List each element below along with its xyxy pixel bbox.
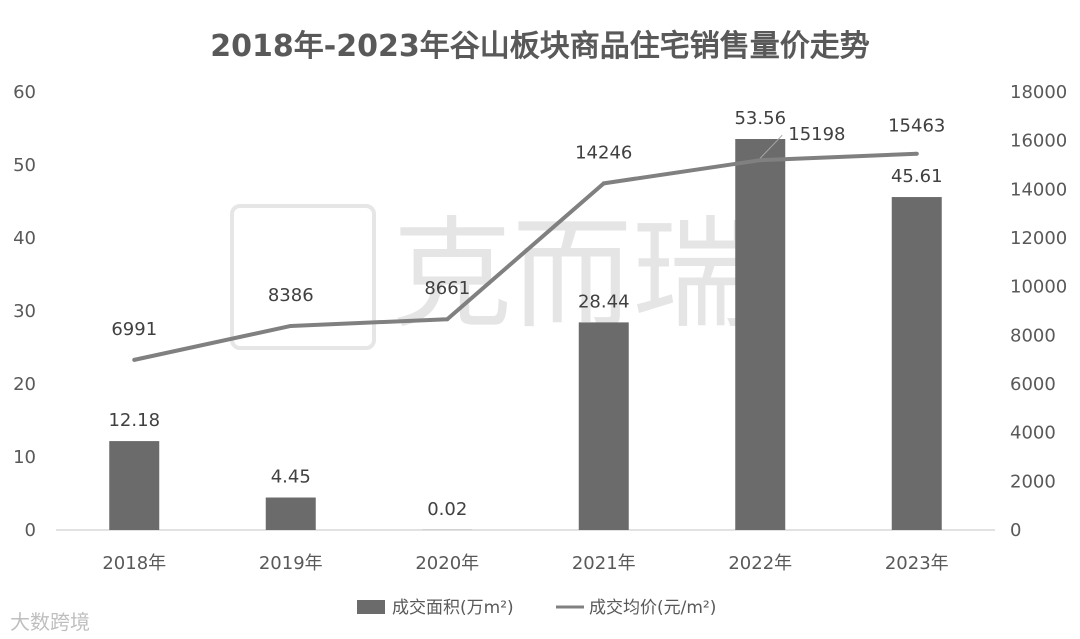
price-line [132,151,919,362]
bar-data-label: 12.18 [108,410,160,431]
line-point [445,317,450,322]
line-data-label: 15463 [888,116,945,137]
line-point [601,181,606,186]
bar-data-label: 28.44 [578,291,630,312]
watermark-brand: 克而瑞 [392,206,752,345]
x-tick-label: 2018年 [102,553,166,574]
y-right-tick-label: 16000 [1010,131,1067,152]
bar [891,197,942,530]
chart-title: 2018年-2023年谷山板块商品住宅销售量价走势 [210,29,869,64]
y-right-tick-label: 10000 [1010,277,1067,298]
bar [735,139,786,530]
watermark-source: 大数跨境 [10,610,90,634]
legend-label-line: 成交均价(元/m²) [589,598,716,618]
x-tick-label: 2020年 [415,553,479,574]
line-data-label: 15198 [788,124,845,145]
line-point [914,151,919,156]
bars [109,139,942,530]
line-label-leader [759,134,783,159]
y-right-tick-label: 4000 [1010,423,1056,444]
line-point [758,158,763,163]
x-tick-label: 2022年 [728,553,792,574]
watermark: 克而瑞 [230,204,752,350]
line-point [132,357,137,362]
bar [265,497,316,530]
y-right-tick-label: 8000 [1010,325,1056,346]
y-left-tick-label: 60 [13,82,36,103]
data-labels: 12.18 4.45 0.02 28.44 53.56 45.61 6991 8386 8661… [108,108,945,520]
line-data-label: 14246 [575,142,632,163]
y-right-tick-label: 12000 [1010,228,1067,249]
y-left-tick-label: 20 [13,374,36,395]
y-left-tick-label: 30 [13,301,36,322]
y-right-tick-label: 2000 [1010,471,1056,492]
bar-data-label: 4.45 [271,467,311,488]
y-left-tick-label: 50 [13,155,36,176]
y-right-tick-label: 14000 [1010,179,1067,200]
line-data-label: 8661 [424,278,470,299]
line-data-label: 6991 [111,319,157,340]
x-tick-label: 2021年 [572,553,636,574]
line-data-label: 8386 [268,285,314,306]
line-point [288,323,293,328]
y-left-tick-label: 0 [25,520,36,541]
y-right-tick-label: 0 [1010,520,1021,541]
y-left-tick-label: 40 [13,228,36,249]
bar [109,441,160,530]
series-line [133,151,917,362]
x-tick-label: 2019年 [259,553,323,574]
bar-data-label: 45.61 [891,166,943,187]
y-right-tick-label: 18000 [1010,82,1067,103]
bar-data-label: 53.56 [734,108,786,129]
legend-swatch-bar [357,600,385,614]
y-right-tick-label: 6000 [1010,374,1056,395]
watermark-logo-box [230,204,376,350]
x-tick-label: 2023年 [885,553,949,574]
legend: 成交面积(万m²) 成交均价(元/m²) [357,598,716,618]
bar-data-label: 0.02 [427,499,467,520]
bar [578,322,629,530]
legend-label-bar: 成交面积(万m²) [392,598,514,618]
y-left-tick-label: 10 [13,447,36,468]
axes: 0 10 20 30 40 50 60 0 2000 4000 6000 8000 10000 12000… [13,82,1067,574]
